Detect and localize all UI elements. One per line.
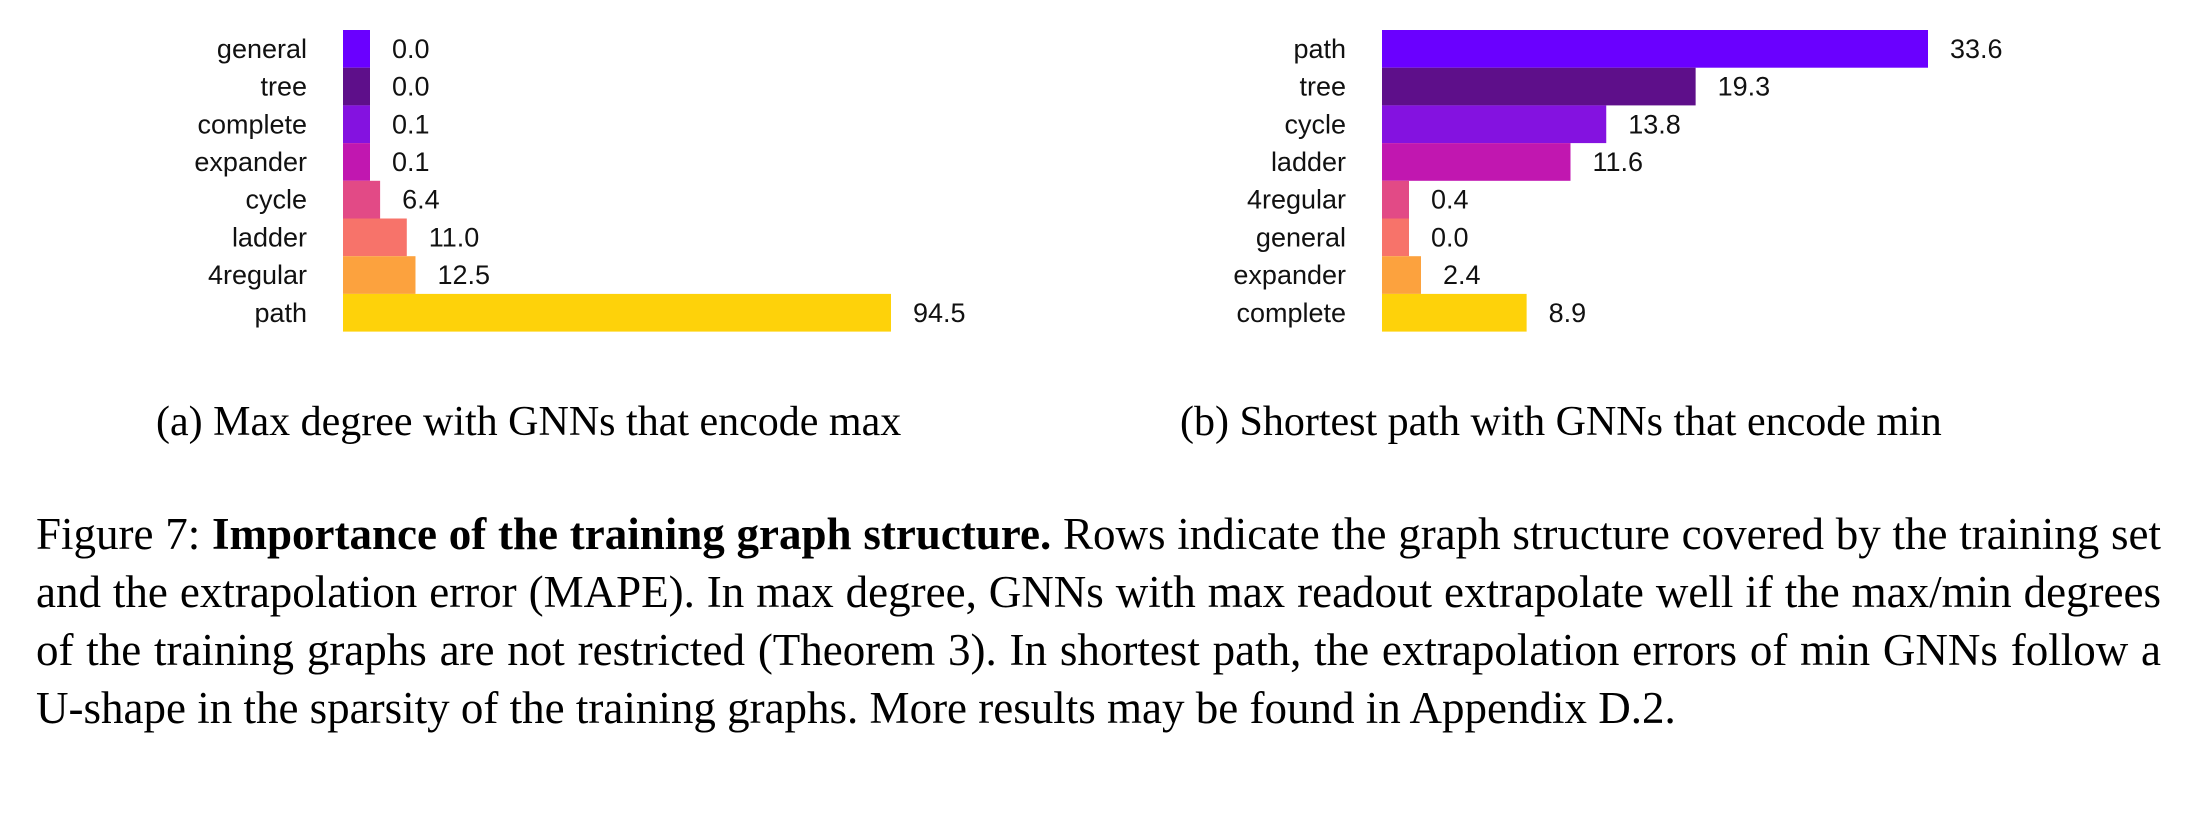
category-label-complete: complete (1236, 298, 1346, 328)
bar-expander (1382, 256, 1421, 294)
value-label-tree: 19.3 (1718, 72, 1771, 102)
subcaption-a: (a) Max degree with GNNs that encode max (156, 399, 902, 445)
chart-b-svg: path 33.6 tree 19.3 cycle 13.8 ladder 11.6 4regu… (1233, 30, 2003, 332)
value-label-path: 33.6 (1950, 34, 2003, 64)
bar-complete (343, 105, 370, 144)
subcaption-b: (b) Shortest path with GNNs that encode … (1180, 399, 1942, 445)
figure-caption: Figure 7: Importance of the training gra… (36, 505, 2161, 737)
value-label-ladder: 11.6 (1593, 147, 1644, 177)
bar-cycle (1382, 105, 1607, 144)
category-label-general: general (217, 34, 307, 64)
category-label-ladder: ladder (1271, 147, 1346, 177)
bar-ladder (1382, 143, 1571, 181)
category-label-tree: tree (260, 72, 307, 102)
value-label-ladder: 11.0 (429, 222, 480, 252)
category-label-path: path (1293, 34, 1346, 64)
value-label-expander: 0.1 (392, 147, 430, 177)
category-label-4regular: 4regular (208, 260, 307, 290)
value-label-4regular: 12.5 (437, 260, 490, 290)
bar-general (343, 30, 370, 68)
value-label-complete: 8.9 (1549, 298, 1587, 328)
value-label-general: 0.0 (392, 34, 430, 64)
category-label-path: path (254, 298, 307, 328)
category-label-4regular: 4regular (1247, 185, 1346, 215)
caption-bold: Importance of the training graph structu… (212, 509, 1052, 559)
bar-general (1382, 218, 1409, 257)
value-label-4regular: 0.4 (1431, 185, 1469, 215)
category-label-tree: tree (1299, 72, 1346, 102)
bar-cycle (343, 180, 381, 219)
bar-expander (343, 143, 370, 181)
bar-path (1382, 30, 1928, 68)
bar-tree (1382, 67, 1696, 106)
chart-a-svg: general 0.0 tree 0.0 complete 0.1 expander 0.1 c… (194, 30, 966, 332)
category-label-cycle: cycle (1284, 109, 1346, 139)
value-label-expander: 2.4 (1443, 260, 1481, 290)
value-label-complete: 0.1 (392, 109, 430, 139)
bar-tree (343, 67, 370, 106)
category-label-expander: expander (1233, 260, 1346, 290)
value-label-cycle: 13.8 (1628, 109, 1681, 139)
value-label-path: 94.5 (913, 298, 966, 328)
bar-path (343, 293, 891, 332)
value-label-cycle: 6.4 (402, 185, 440, 215)
category-label-ladder: ladder (232, 222, 307, 252)
value-label-tree: 0.0 (392, 72, 430, 102)
category-label-cycle: cycle (245, 185, 307, 215)
category-label-expander: expander (194, 147, 307, 177)
bar-4regular (343, 256, 416, 294)
category-label-general: general (1256, 222, 1346, 252)
chart-shortest-path: path 33.6 tree 19.3 cycle 13.8 ladder 11.6 4regu… (1099, 30, 2198, 350)
chart-max-degree: general 0.0 tree 0.0 complete 0.1 expander 0.1 c… (0, 30, 1099, 350)
category-label-complete: complete (197, 109, 307, 139)
value-label-general: 0.0 (1431, 222, 1469, 252)
bar-complete (1382, 293, 1527, 332)
bar-4regular (1382, 180, 1409, 219)
bar-ladder (343, 218, 407, 257)
caption-prefix: Figure 7: (36, 509, 213, 559)
caption-text: Rows indicate the graph structure covere… (36, 509, 2162, 733)
